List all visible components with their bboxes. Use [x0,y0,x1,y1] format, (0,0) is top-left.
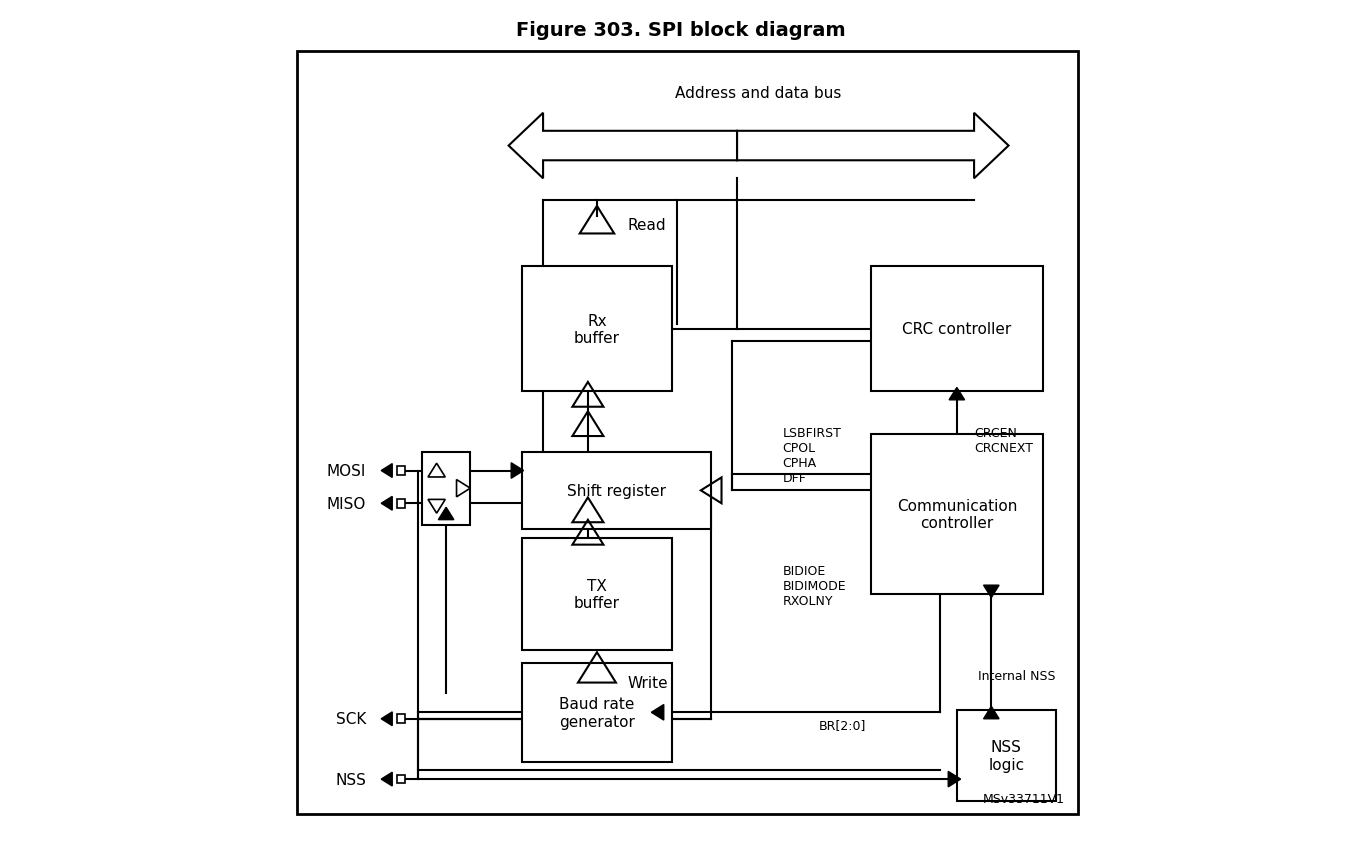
Text: MSv33711V1: MSv33711V1 [982,792,1065,805]
Text: Figure 303. SPI block diagram: Figure 303. SPI block diagram [516,21,846,40]
Bar [957,710,1056,801]
Bar [870,267,1043,392]
Text: LSBFIRST
CPOL
CPHA
DFF: LSBFIRST CPOL CPHA DFF [783,426,842,484]
Polygon shape [381,497,392,511]
Text: Read: Read [627,218,666,233]
Text: MOSI: MOSI [327,463,366,479]
Text: TX
buffer: TX buffer [573,578,620,610]
Polygon shape [983,585,1000,598]
Bar [396,715,405,723]
Polygon shape [511,463,523,479]
Text: NSS: NSS [335,771,366,787]
Polygon shape [439,508,454,520]
Polygon shape [381,712,392,726]
Bar [297,52,1077,814]
Text: NSS
logic: NSS logic [989,740,1024,771]
Bar [396,775,405,784]
Bar [422,452,470,525]
Text: Internal NSS: Internal NSS [978,669,1056,683]
Text: Shift register: Shift register [567,483,666,499]
Polygon shape [651,704,663,720]
Polygon shape [948,771,960,787]
Text: Rx
buffer: Rx buffer [573,313,620,345]
Bar [522,267,673,392]
Polygon shape [949,388,964,400]
Bar [396,499,405,508]
Bar [522,538,673,650]
Bar [522,663,673,762]
Text: MISO: MISO [327,496,366,511]
Polygon shape [381,464,392,478]
Polygon shape [381,772,392,786]
Text: Communication
controller: Communication controller [896,499,1017,530]
Text: SCK: SCK [336,711,366,727]
Text: BIDIOE
BIDIMODE
RXOLNY: BIDIOE BIDIMODE RXOLNY [783,564,846,607]
Text: CRCEN
CRCNEXT: CRCEN CRCNEXT [974,426,1034,454]
Text: Baud rate
generator: Baud rate generator [558,697,635,728]
Text: Write: Write [627,675,667,691]
Text: Address and data bus: Address and data bus [676,86,842,101]
Bar [870,435,1043,594]
Polygon shape [983,707,1000,719]
Bar [396,467,405,475]
Text: BR[2:0]: BR[2:0] [819,718,866,732]
Bar [522,452,711,530]
Text: CRC controller: CRC controller [902,322,1012,337]
